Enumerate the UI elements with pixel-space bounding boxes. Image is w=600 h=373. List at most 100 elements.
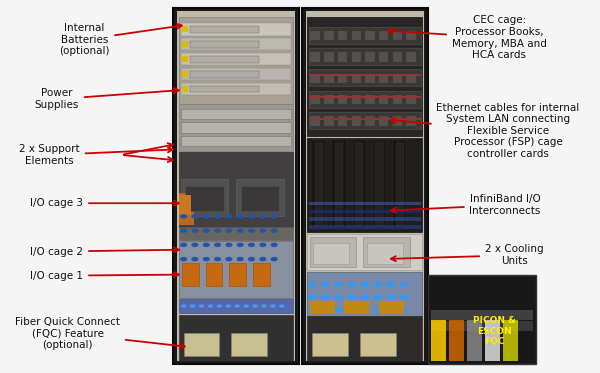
Circle shape <box>400 307 408 313</box>
Bar <box>307 272 422 316</box>
Bar <box>182 263 199 286</box>
Bar <box>313 243 349 264</box>
Circle shape <box>208 304 213 308</box>
Bar <box>485 320 500 361</box>
Circle shape <box>203 214 210 219</box>
Bar <box>431 322 533 331</box>
Bar <box>353 140 366 229</box>
Bar <box>338 73 347 83</box>
Circle shape <box>334 295 343 300</box>
Bar <box>179 104 293 151</box>
Bar <box>364 237 410 267</box>
Bar <box>241 186 279 211</box>
Bar <box>324 52 334 62</box>
Circle shape <box>236 228 244 233</box>
Bar <box>310 237 356 267</box>
Bar <box>406 31 416 40</box>
Bar <box>310 116 320 126</box>
Bar <box>365 31 375 40</box>
Circle shape <box>347 295 356 300</box>
Bar <box>352 31 361 40</box>
Circle shape <box>279 304 284 308</box>
Circle shape <box>271 243 278 247</box>
Circle shape <box>347 307 356 313</box>
Bar <box>181 38 292 50</box>
Circle shape <box>253 304 258 308</box>
Circle shape <box>191 243 199 247</box>
Bar <box>305 11 424 361</box>
Bar <box>231 333 267 356</box>
Bar <box>312 333 348 356</box>
Circle shape <box>361 282 369 287</box>
Bar <box>182 86 188 92</box>
Bar <box>179 241 293 298</box>
Bar <box>308 217 421 221</box>
Bar <box>177 11 295 361</box>
Text: 2 x Cooling
Units: 2 x Cooling Units <box>391 244 544 266</box>
Bar <box>190 41 259 48</box>
Text: CEC cage:
Processor Books,
Memory, MBA and
HCA cards: CEC cage: Processor Books, Memory, MBA a… <box>388 15 547 60</box>
Text: I/O cage 1: I/O cage 1 <box>31 271 179 281</box>
Bar <box>392 31 402 40</box>
Circle shape <box>191 257 199 261</box>
Bar <box>406 95 416 104</box>
Circle shape <box>181 304 187 308</box>
Circle shape <box>248 228 255 233</box>
Bar <box>431 320 446 361</box>
Bar <box>406 73 416 83</box>
Bar <box>182 41 188 47</box>
Circle shape <box>259 214 266 219</box>
Circle shape <box>259 257 266 261</box>
Bar <box>379 301 404 314</box>
Bar <box>335 142 343 227</box>
Circle shape <box>226 304 231 308</box>
Circle shape <box>236 257 244 261</box>
Bar <box>310 95 320 104</box>
Bar <box>307 316 422 361</box>
Bar <box>352 73 361 83</box>
Circle shape <box>226 228 232 233</box>
Text: I/O cage 2: I/O cage 2 <box>31 247 179 257</box>
Bar <box>307 17 422 136</box>
Bar <box>308 225 421 229</box>
Circle shape <box>374 282 382 287</box>
Bar <box>179 193 194 225</box>
Circle shape <box>214 243 221 247</box>
Bar <box>179 17 293 104</box>
Bar <box>181 179 228 216</box>
Text: Internal
Batteries
(optional): Internal Batteries (optional) <box>59 23 182 56</box>
Bar <box>338 52 347 62</box>
Circle shape <box>248 257 255 261</box>
Bar <box>173 8 299 364</box>
Circle shape <box>236 243 244 247</box>
Circle shape <box>271 257 278 261</box>
Bar <box>179 299 293 313</box>
Bar <box>179 195 191 214</box>
Bar <box>302 8 428 364</box>
Bar <box>181 23 292 35</box>
Bar <box>190 56 259 63</box>
Circle shape <box>386 282 395 287</box>
Circle shape <box>180 243 187 247</box>
Bar <box>308 112 421 129</box>
Circle shape <box>214 228 221 233</box>
Bar <box>314 142 323 227</box>
Bar <box>190 26 259 33</box>
Circle shape <box>214 257 221 261</box>
Circle shape <box>321 282 329 287</box>
Bar <box>379 31 388 40</box>
Bar <box>324 95 334 104</box>
Bar <box>379 52 388 62</box>
Text: PICON &
ESCON
FQC: PICON & ESCON FQC <box>473 316 516 346</box>
Circle shape <box>386 307 395 313</box>
Bar <box>190 86 259 93</box>
Bar <box>379 95 388 104</box>
Circle shape <box>308 295 316 300</box>
Bar <box>181 68 292 81</box>
Bar <box>236 179 284 216</box>
Bar <box>181 135 292 146</box>
Bar <box>393 140 406 229</box>
Bar <box>503 320 518 361</box>
Bar <box>406 116 416 126</box>
Circle shape <box>400 282 408 287</box>
